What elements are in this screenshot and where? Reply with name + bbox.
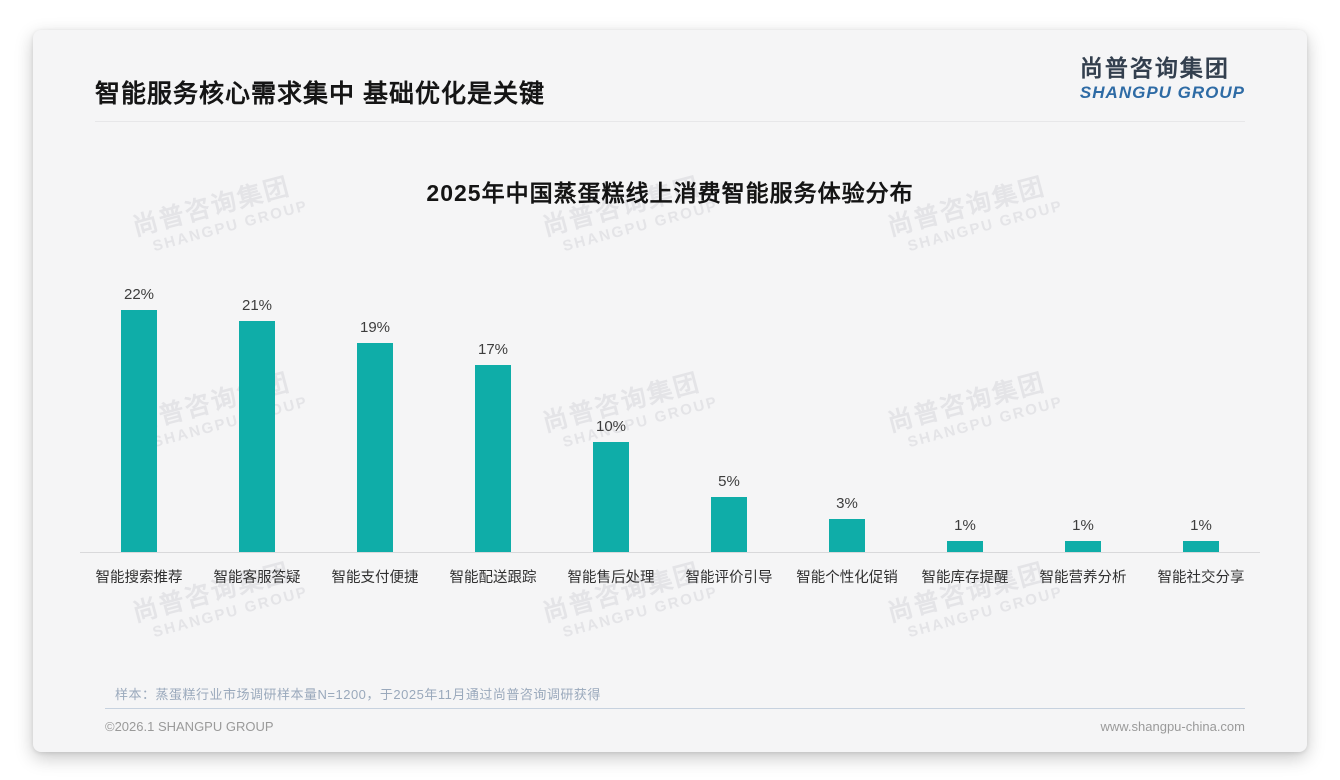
x-axis-category-label: 智能库存提醒	[921, 570, 1009, 586]
bar-value-label: 17%	[477, 341, 509, 358]
bar-value-label: 1%	[1072, 517, 1094, 534]
bar-value-label: 19%	[359, 319, 391, 336]
bar-value-label: 21%	[241, 297, 273, 314]
bar-value-label: 22%	[123, 286, 155, 303]
x-axis-labels: 智能搜索推荐 智能客服答疑 智能支付便捷 智能配送跟踪 智能售后处理 智能评价引导 智能个性…	[80, 566, 1260, 587]
x-axis-category-label: 智能售后处理	[567, 570, 655, 586]
logo-text-cn: 尚普咨询集团	[1079, 55, 1230, 81]
sample-note: 样本：蒸蛋糕行业市场调研样本量N=1200，于2025年11月通过尚普咨询调研获…	[115, 687, 601, 702]
copyright-text: ©2026.1 SHANGPU GROUP	[105, 719, 274, 734]
footer-divider	[105, 708, 1245, 709]
x-axis-category-label: 智能搜索推荐	[95, 570, 183, 586]
header-divider	[95, 121, 1245, 122]
x-axis-category-label: 智能配送跟踪	[449, 570, 537, 586]
footer: ©2026.1 SHANGPU GROUP www.shangpu-china.…	[105, 719, 1245, 734]
logo-text-en: SHANGPU GROUP	[1079, 82, 1245, 102]
company-logo: 尚普咨询集团 SHANGPU GROUP	[1080, 55, 1245, 102]
website-url: www.shangpu-china.com	[1100, 719, 1245, 734]
bar	[1183, 541, 1219, 552]
bar	[829, 519, 865, 552]
bar-chart-plot-area: 22% 21% 19% 17% 10% 5% 3% 1% 1% 1%	[80, 273, 1260, 553]
chart-title: 2025年中国蒸蛋糕线上消费智能服务体验分布	[426, 180, 914, 206]
bar	[947, 541, 983, 552]
bar	[121, 310, 157, 552]
x-axis-category-label: 智能社交分享	[1157, 570, 1245, 586]
bar-column: 10%	[552, 418, 670, 552]
slide-card: 尚普咨询集团 SHANGPU GROUP 尚普咨询集团 SHANGPU GROUP 尚普…	[33, 30, 1307, 752]
bar	[711, 497, 747, 552]
bar-column: 3%	[788, 495, 906, 552]
bar-value-label: 5%	[718, 473, 740, 490]
bar-value-label: 1%	[954, 517, 976, 534]
bar	[593, 442, 629, 552]
bar-column: 1%	[906, 517, 1024, 552]
bar-column: 17%	[434, 341, 552, 552]
x-axis-category-label: 智能营养分析	[1039, 570, 1127, 586]
bar-value-label: 10%	[595, 418, 627, 435]
x-axis-category-label: 智能个性化促销	[796, 570, 898, 586]
bar-column: 21%	[198, 297, 316, 552]
bar-column: 5%	[670, 473, 788, 552]
bar-value-label: 3%	[836, 495, 858, 512]
page-title: 智能服务核心需求集中 基础优化是关键	[95, 80, 545, 108]
x-axis-category-label: 智能支付便捷	[331, 570, 419, 586]
bar	[239, 321, 275, 552]
bar-column: 1%	[1142, 517, 1260, 552]
bar	[357, 343, 393, 552]
bar-column: 19%	[316, 319, 434, 552]
bar	[475, 365, 511, 552]
bar-column: 1%	[1024, 517, 1142, 552]
x-axis-category-label: 智能评价引导	[685, 570, 773, 586]
bar-column: 22%	[80, 286, 198, 552]
x-axis-category-label: 智能客服答疑	[213, 570, 301, 586]
bar	[1065, 541, 1101, 552]
bar-value-label: 1%	[1190, 517, 1212, 534]
